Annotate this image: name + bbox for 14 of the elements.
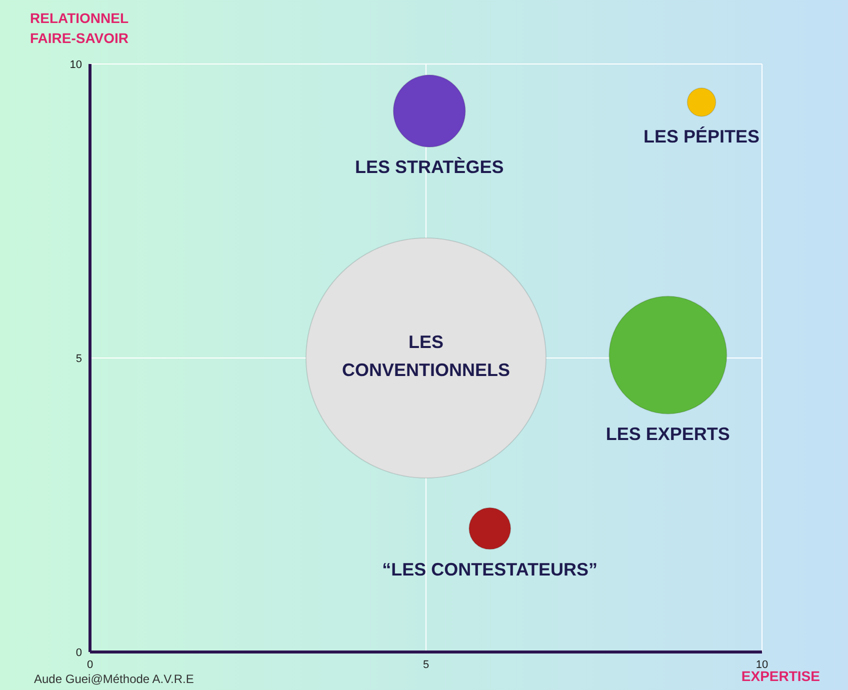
y-axis-title: RELATIONNEL FAIRE-SAVOIR [30,9,129,48]
x-tick-label: 0 [86,658,94,671]
x-tick-label: 5 [422,658,430,671]
y-tick-label: 10 [70,58,82,71]
series-label: LES STRATÈGES [355,157,504,178]
x-axis-title: EXPERTISE [741,668,820,684]
x-tick-label: 10 [756,658,768,671]
series-label: LES CONVENTIONNELS [342,332,510,380]
y-tick-label: 0 [76,646,82,659]
series-label: LES PÉPITES [643,126,760,146]
series-label: LES EXPERTS [606,424,730,444]
series-label: “LES CONTESTATEURS” [382,559,598,580]
text: Aude Guei@Méthode A.V.R.E [34,672,194,686]
y-tick-label: 5 [76,352,82,365]
